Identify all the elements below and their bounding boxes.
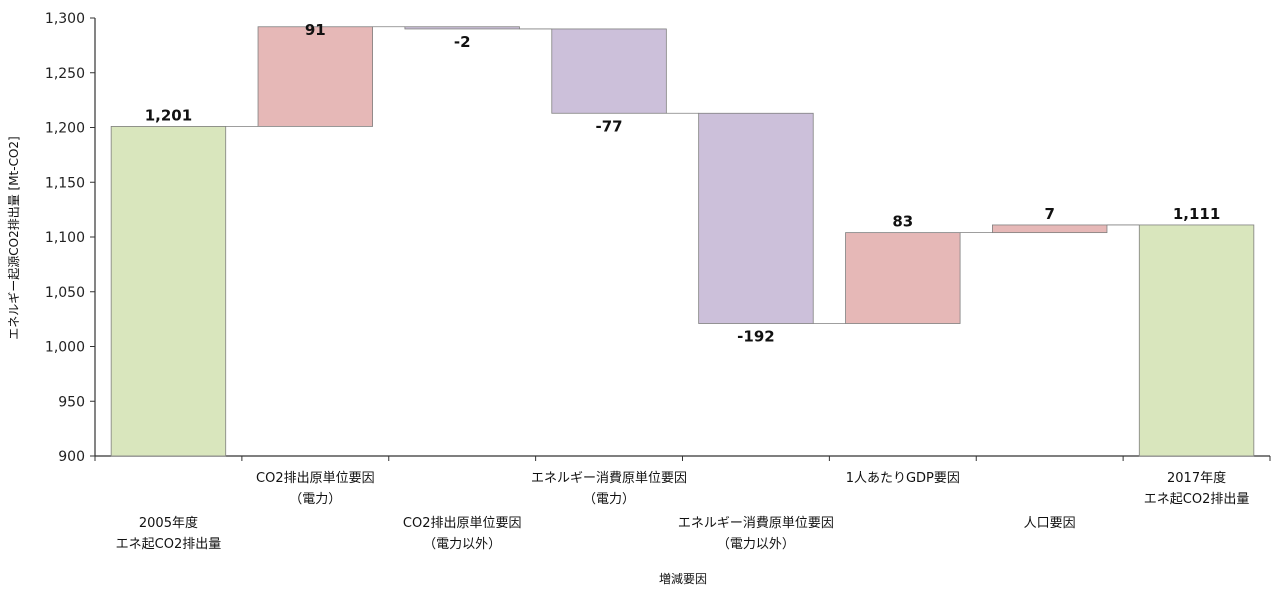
y-tick-label: 1,000 [45, 340, 85, 356]
category-label: エネルギー消費原単位要因 （電力以外） [678, 515, 834, 552]
data-label: -77 [596, 117, 623, 135]
category-label-line: （電力以外） [717, 537, 795, 552]
connector-lines [225, 26, 1140, 324]
category-label-line: エネルギー消費原単位要因 [678, 515, 834, 531]
y-tick-label: 950 [58, 394, 85, 410]
category-label-line: CO2排出原単位要因 [256, 470, 375, 486]
data-label: -2 [454, 33, 471, 51]
bar [404, 26, 520, 30]
category-label-line: エネ起CO2排出量 [1144, 492, 1250, 507]
data-label: 83 [892, 213, 913, 231]
bar [551, 28, 667, 114]
category-label-line: （電力） [289, 492, 341, 507]
category-label-line: （電力以外） [423, 537, 501, 552]
data-label: 1,201 [145, 106, 192, 124]
y-tick-label: 900 [58, 449, 85, 465]
y-axis-title: エネルギー起源CO2排出量 [Mt-CO2] [7, 136, 21, 340]
data-label: -192 [737, 328, 775, 346]
data-labels: 1,201 91 -2 -77 -192 83 7 1,111 [145, 21, 1221, 346]
y-tick-label: 1,150 [45, 175, 85, 191]
category-label-line: エネルギー消費原単位要因 [531, 470, 687, 486]
y-tick-label: 1,300 [45, 11, 85, 27]
bars [110, 26, 1255, 457]
y-tick-label: 1,200 [45, 121, 85, 137]
category-label: 人口要因 [1024, 516, 1076, 531]
category-label-line: 人口要因 [1024, 516, 1076, 531]
category-label-line: （電力） [583, 492, 635, 507]
category-label-line: 2017年度 [1167, 470, 1226, 486]
category-label-line: 2005年度 [139, 515, 198, 531]
y-axis: 900 950 1,000 1,050 1,100 1,150 1,200 1,250 1,30… [45, 11, 96, 465]
y-tick-label: 1,100 [45, 230, 85, 246]
x-axis-title: 増減要因 [659, 571, 707, 586]
category-labels: 2005年度エネ起CO2排出量CO2排出原単位要因（電力）CO2排出原単位要因（… [116, 470, 1250, 552]
data-label: 91 [305, 21, 326, 39]
bar [992, 224, 1108, 234]
category-label: 1人あたりGDP要因 [846, 471, 960, 486]
category-label-line: エネ起CO2排出量 [116, 537, 222, 552]
category-label-line: 1人あたりGDP要因 [846, 471, 960, 486]
category-label: 2017年度エネ起CO2排出量 [1144, 470, 1250, 507]
bar [257, 26, 373, 127]
bar [698, 112, 814, 324]
bar [1138, 224, 1255, 457]
y-tick-label: 1,050 [45, 285, 85, 301]
bar [845, 232, 961, 324]
x-axis [94, 455, 1271, 461]
data-label: 7 [1044, 205, 1054, 223]
category-label: CO2排出原単位要因 （電力） [256, 470, 375, 507]
category-label: エネルギー消費原単位要因 （電力） [531, 470, 687, 507]
category-label: CO2排出原単位要因 （電力以外） [403, 515, 522, 552]
y-tick-label: 1,250 [45, 66, 85, 82]
category-label: 2005年度エネ起CO2排出量 [116, 515, 222, 552]
bar [110, 126, 227, 457]
data-label: 1,111 [1173, 205, 1220, 223]
category-label-line: CO2排出原単位要因 [403, 515, 522, 531]
